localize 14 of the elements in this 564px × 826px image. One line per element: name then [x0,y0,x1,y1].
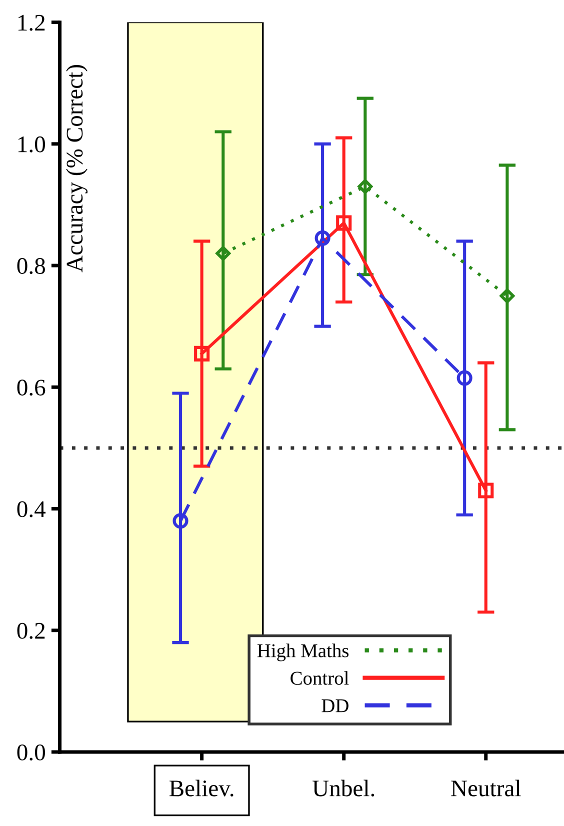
y-tick-label: 0.2 [17,622,45,639]
y-tick-label: 0.0 [17,744,45,761]
legend-label: High Maths [257,644,349,662]
x-tick-label: Believ. [169,780,234,796]
x-tick-label: Neutral [451,780,521,796]
y-tick-label: 1.2 [18,14,45,31]
y-tick-label: 0.4 [17,501,46,518]
legend-label: DD [322,699,348,712]
y-axis-title: Accuracy (% Correct) [66,65,88,272]
x-tick-label: Unbel. [312,780,374,796]
y-tick-label: 1.0 [18,136,45,152]
y-tick-label: 0.6 [17,380,46,396]
y-tick-label: 0.8 [17,258,45,274]
legend-label: Control [290,671,349,685]
